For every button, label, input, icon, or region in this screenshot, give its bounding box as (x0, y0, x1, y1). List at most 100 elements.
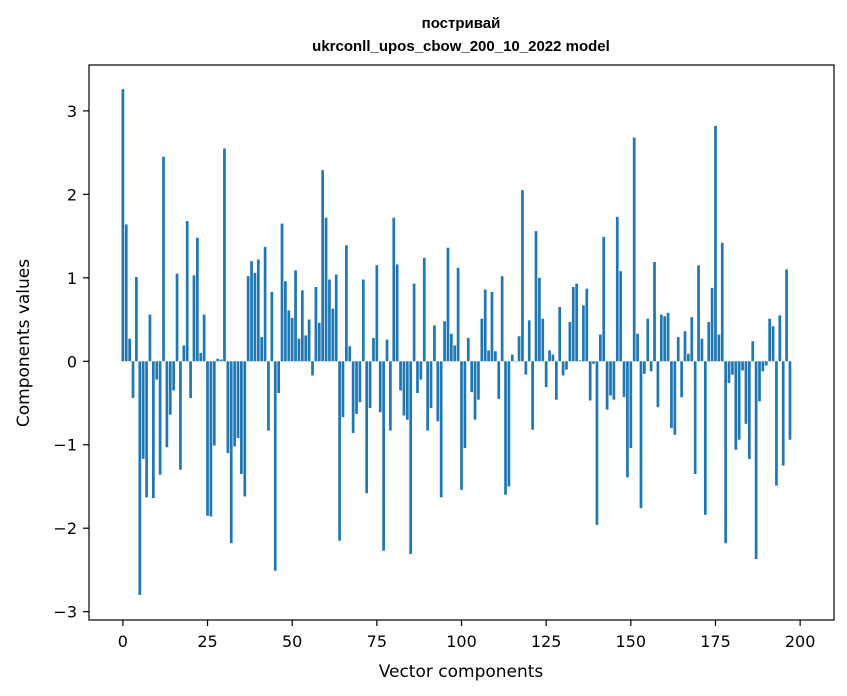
bar (453, 345, 457, 362)
x-tick-label: 25 (197, 632, 217, 651)
bar (433, 325, 436, 362)
bar (300, 290, 304, 362)
bar (717, 334, 721, 362)
bar (602, 236, 606, 362)
bar (771, 326, 775, 362)
bar (392, 217, 396, 362)
bar (582, 305, 585, 362)
y-axis-label: Components values (14, 259, 34, 427)
bar (158, 361, 162, 475)
y-tick-label: −1 (53, 436, 77, 455)
bar (724, 361, 727, 544)
bar (155, 361, 159, 380)
bar (317, 322, 321, 362)
bar (626, 361, 629, 478)
bars-group (121, 89, 792, 595)
bar (609, 361, 612, 396)
bar (521, 190, 524, 362)
bar (128, 338, 131, 362)
bar (368, 361, 372, 409)
bar (666, 312, 670, 362)
bar (138, 361, 142, 595)
bar (534, 231, 538, 362)
bar (510, 354, 514, 362)
bar (744, 361, 748, 424)
bar (273, 361, 277, 571)
bar (683, 331, 687, 362)
bar (571, 287, 575, 362)
bar (775, 361, 778, 486)
bar (598, 334, 602, 362)
bar (561, 361, 565, 376)
bar (331, 308, 335, 362)
x-tick-label: 125 (531, 632, 562, 651)
bar (758, 361, 761, 402)
bar (524, 361, 528, 375)
bar (697, 265, 700, 362)
bar (751, 341, 755, 362)
bar (416, 361, 419, 393)
bar (551, 354, 555, 362)
bar (365, 361, 369, 494)
bar (734, 361, 738, 450)
bar (548, 350, 551, 362)
bar (477, 361, 480, 400)
bar (700, 338, 704, 362)
bar (595, 361, 599, 525)
bar (202, 314, 206, 362)
bar (541, 318, 545, 362)
bar (243, 361, 247, 497)
bar (670, 361, 673, 429)
bar (375, 265, 379, 362)
bar (314, 287, 318, 362)
bar (429, 361, 433, 409)
bar (182, 345, 186, 362)
bar (226, 361, 230, 454)
bar (636, 333, 639, 362)
bar (731, 361, 734, 375)
bar (554, 361, 558, 400)
bar (372, 337, 375, 362)
bar (395, 264, 399, 362)
bar (764, 361, 768, 366)
bar (175, 273, 179, 362)
bar (615, 216, 619, 362)
bar (338, 361, 341, 541)
bar (659, 314, 663, 362)
y-tick-label: 3 (67, 102, 77, 121)
bar (592, 361, 595, 364)
bar (507, 361, 511, 487)
bar (145, 361, 148, 498)
bar (439, 361, 443, 498)
bar (605, 361, 609, 410)
bar (189, 361, 192, 398)
bar (619, 271, 623, 362)
bar (466, 337, 470, 362)
bar (446, 247, 450, 362)
bar (727, 361, 731, 383)
bar (121, 89, 125, 362)
bar (449, 333, 453, 362)
bar (463, 361, 467, 449)
x-tick-label: 100 (446, 632, 477, 651)
bar (358, 361, 362, 403)
bar (378, 361, 382, 413)
y-tick-label: 0 (67, 352, 77, 371)
bar (737, 361, 741, 440)
bar (280, 223, 284, 362)
bar (250, 261, 253, 362)
bar (422, 257, 426, 362)
bar (578, 360, 582, 362)
bar (741, 361, 744, 371)
bar (460, 361, 463, 490)
y-tick-label: −2 (53, 519, 77, 538)
bar (558, 307, 562, 362)
bar (622, 361, 626, 398)
bar (778, 315, 782, 362)
bar (612, 361, 616, 400)
bar (768, 318, 772, 362)
chart-title-line-1: постривай (422, 15, 501, 32)
bar (585, 288, 589, 362)
bar (304, 335, 308, 362)
